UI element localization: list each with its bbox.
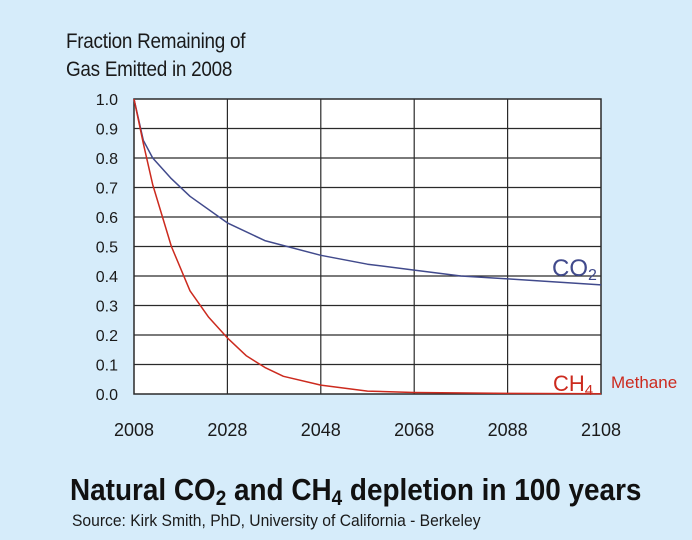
y-tick-label: 0.2 (96, 328, 118, 345)
series-label-subscript: 4 (585, 382, 593, 399)
y-tick-label: 1.0 (96, 92, 118, 109)
series-label-ch4: CH4 (553, 371, 593, 399)
y-axis-label-line-1: Fraction Remaining of (66, 30, 246, 53)
caption-part-1: Natural CO (70, 472, 216, 507)
caption-part-5: depletion in 100 years (342, 472, 642, 507)
y-tick-label: 0.9 (96, 122, 118, 139)
chart-caption-source: Source: Kirk Smith, PhD, University of C… (72, 511, 481, 530)
y-tick-label: 0.1 (96, 358, 118, 375)
caption-part-2: 2 (215, 487, 227, 510)
y-tick-label: 0.3 (96, 299, 118, 316)
y-tick-label: 0.4 (96, 269, 118, 286)
caption-part-4: 4 (331, 487, 343, 510)
x-tick-label: 2068 (394, 420, 434, 440)
x-tick-label: 2088 (488, 420, 528, 440)
x-tick-label: 2008 (114, 420, 154, 440)
series-label-co2: CO2 (552, 255, 597, 284)
y-tick-label: 0.6 (96, 210, 118, 227)
series-label-main: CH (553, 371, 585, 396)
series-label-extra: Methane (611, 373, 677, 392)
series-line-ch4 (133, 98, 602, 395)
y-tick-label: 0.5 (96, 240, 118, 257)
series-label-subscript: 2 (588, 267, 597, 284)
y-tick-label: 0.8 (96, 151, 118, 168)
chart-caption-title: Natural CO2 and CH4 depletion in 100 yea… (70, 472, 641, 511)
y-tick-label: 0.0 (96, 387, 118, 404)
series-line-co2 (133, 98, 602, 286)
x-tick-label: 2108 (581, 420, 621, 440)
y-axis-label-line-2: Gas Emitted in 2008 (66, 58, 233, 81)
x-tick-label: 2028 (207, 420, 247, 440)
caption-part-3: and CH (226, 472, 332, 507)
series-label-main: CO (552, 255, 588, 282)
x-tick-label: 2048 (301, 420, 341, 440)
y-tick-label: 0.7 (96, 181, 118, 198)
